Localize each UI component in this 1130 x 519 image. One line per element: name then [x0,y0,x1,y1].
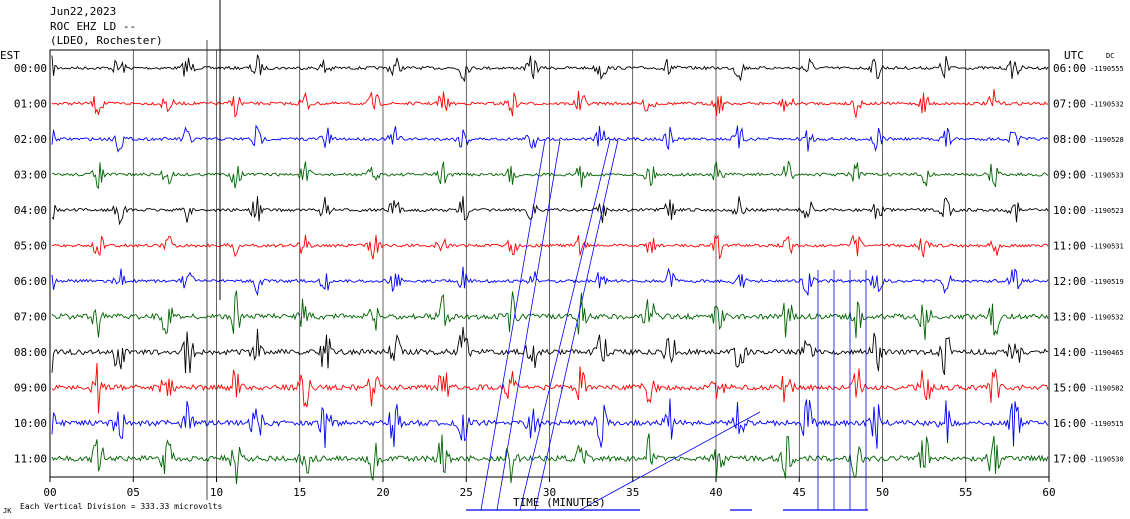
est-hour-label: 00:00 [14,62,47,75]
utc-hour-label: 08:00 [1053,133,1086,146]
dc-offset-label: -1190533 [1090,172,1124,180]
utc-hour-label: 10:00 [1053,204,1086,217]
est-hour-label: 06:00 [14,275,47,288]
utc-hour-label: 13:00 [1053,311,1086,324]
x-tick-label: 25 [460,486,473,499]
est-hour-label: 07:00 [14,311,47,324]
est-hour-label: 01:00 [14,98,47,111]
est-hour-label: 03:00 [14,169,47,182]
artifact-line [519,139,611,511]
utc-hour-label: 15:00 [1053,382,1086,395]
utc-hour-label: 09:00 [1053,169,1086,182]
x-tick-label: 50 [876,486,889,499]
left-timezone-label: EST [0,49,20,62]
x-tick-label: 60 [1042,486,1055,499]
dc-offset-label: -1190532 [1090,314,1124,322]
x-axis-title: TIME (MINUTES) [513,496,606,509]
seismic-trace [51,54,1049,82]
dc-offset-label: -1190582 [1090,385,1124,393]
dc-offset-label: -1190530 [1090,456,1124,464]
est-hour-label: 05:00 [14,240,47,253]
artifact-line [534,139,619,511]
est-hour-label: 02:00 [14,133,47,146]
est-hour-label: 09:00 [14,382,47,395]
dc-offset-label: -1190519 [1090,278,1124,286]
est-hour-label: 11:00 [14,453,47,466]
x-tick-label: 15 [293,486,306,499]
dc-offset-label: -1190465 [1090,349,1124,357]
x-tick-label: 20 [376,486,389,499]
artifact-line [480,139,546,511]
utc-hour-label: 07:00 [1053,98,1086,111]
seismic-trace [51,234,1049,260]
seismic-trace [51,290,1049,340]
dc-offset-label: -1190531 [1090,243,1124,251]
seismic-trace [51,326,1049,376]
x-tick-label: 05 [127,486,140,499]
network-label: (LDEO, Rochester) [50,34,163,47]
x-tick-label: 10 [210,486,223,499]
dc-offset-label: -1190532 [1090,101,1124,109]
seismic-trace [51,160,1049,190]
scale-note: Each Vertical Division = 333.33 microvol… [20,502,223,511]
seismic-trace [51,266,1049,297]
seismic-trace [51,89,1049,118]
x-tick-label: 45 [793,486,806,499]
dc-offset-label: -1190528 [1090,136,1124,144]
x-tick-label: 55 [959,486,972,499]
dc-offset-label: -1190523 [1090,207,1124,215]
utc-hour-label: 17:00 [1053,453,1086,466]
x-tick-label: 30 [543,486,556,499]
x-tick-label: 00 [43,486,56,499]
utc-hour-label: 14:00 [1053,346,1086,359]
seismic-trace [51,398,1049,449]
seismic-trace [51,433,1049,485]
est-hour-label: 08:00 [14,346,47,359]
corner-mark: JK [3,507,12,515]
utc-hour-label: 06:00 [1053,62,1086,75]
x-tick-label: 35 [626,486,639,499]
utc-hour-label: 12:00 [1053,275,1086,288]
est-hour-label: 04:00 [14,204,47,217]
artifact-line [496,139,561,511]
seismic-trace [51,196,1049,226]
station-label: ROC EHZ LD -- [50,20,137,33]
date-label: Jun22,2023 [50,5,117,18]
utc-hour-label: 11:00 [1053,240,1086,253]
right-timezone-label: UTC [1064,49,1084,62]
utc-hour-label: 16:00 [1053,417,1086,430]
est-hour-label: 10:00 [14,417,47,430]
artifact-line [579,411,761,511]
dc-offset-label: -1190555 [1090,65,1124,73]
dc-offset-label: -1190515 [1090,420,1124,428]
dc-offset-header: DC [1106,52,1115,60]
seismic-trace [51,124,1049,153]
x-tick-label: 40 [709,486,722,499]
